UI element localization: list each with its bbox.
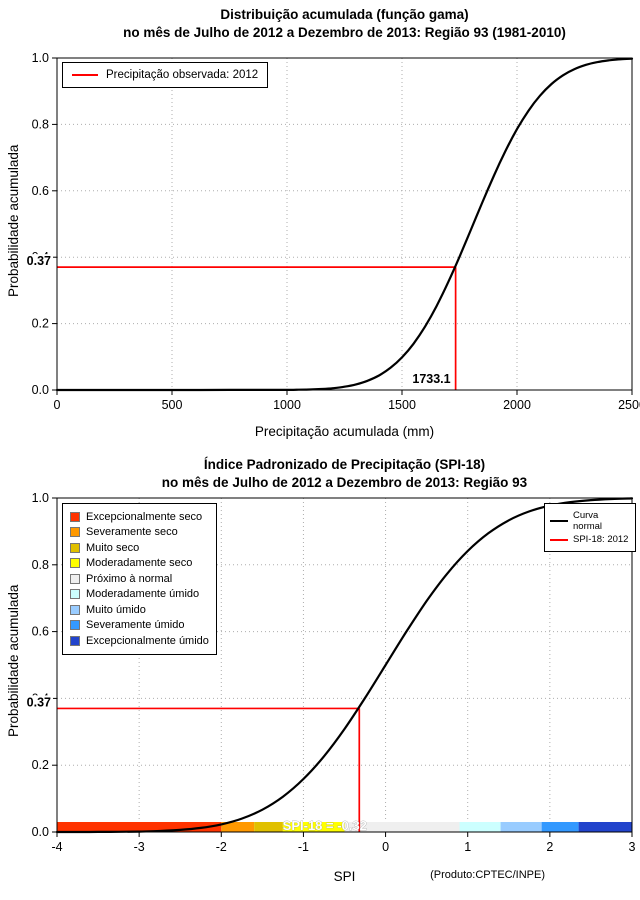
cdf-curve — [55, 497, 634, 834]
colorbar-segment — [254, 822, 283, 832]
category-label: Muito úmido — [86, 603, 146, 616]
cdf-curve — [55, 57, 634, 392]
plot-frame — [56, 57, 633, 391]
y-tick-label: 0.0 — [32, 383, 49, 397]
legend-item-severely-wet: Severamente úmido — [70, 618, 209, 634]
chart1-subtitle: no mês de Julho de 2012 a Dezembro de 20… — [123, 25, 566, 40]
x-tick-label: 0 — [54, 398, 61, 412]
chart2-curves-legend: Curva normal SPI-18: 2012 — [544, 503, 636, 552]
legend-label: SPI-18: 2012 — [573, 534, 629, 545]
colorbar-segment — [344, 822, 460, 832]
category-label: Moderadamente seco — [86, 557, 193, 570]
marker-y-label-backing — [17, 695, 53, 709]
y-tick-label: 1.0 — [32, 491, 49, 505]
category-label: Muito seco — [86, 541, 140, 554]
marker-x-label: 1733.1 — [412, 372, 450, 386]
chart2-title: Índice Padronizado de Precipitação (SPI-… — [203, 457, 486, 472]
category-swatch-icon — [70, 604, 80, 615]
colorbar-segment — [221, 822, 255, 832]
chart2-subtitle: no mês de Julho de 2012 a Dezembro de 20… — [161, 475, 528, 490]
black-line-sample-icon — [550, 520, 568, 522]
x-tick-label: 2000 — [503, 398, 531, 412]
category-swatch-icon — [70, 573, 80, 584]
x-tick-label: 500 — [162, 398, 183, 412]
x-tick-label: 2 — [546, 840, 553, 854]
colorbar-segment — [459, 822, 501, 832]
chart1-legend: Precipitação observada: 2012 — [62, 62, 269, 88]
category-swatch-icon — [70, 527, 80, 538]
legend-item-exceptionally-wet: Excepcionalmente úmido — [70, 633, 209, 649]
legend-item-normal-curve: Curva normal — [550, 510, 630, 532]
y-tick-label: 0.8 — [32, 558, 49, 572]
legend-item-spi-2012: SPI-18: 2012 — [550, 534, 630, 545]
legend-label: Curva normal — [573, 510, 603, 532]
legend-item-severely-dry: Severamente seco — [70, 525, 209, 541]
marker-y-label-backing — [17, 254, 53, 268]
spi-bar-label: SPI-18 = -0.32 — [283, 818, 367, 833]
x-tick-label: 3 — [629, 840, 636, 854]
legend-item-observed-precipitation: Precipitação observada: 2012 — [72, 69, 258, 81]
y-tick-label: 0.6 — [32, 184, 49, 198]
colorbar-segment — [282, 822, 345, 832]
category-swatch-icon — [70, 558, 80, 569]
spi-categories-legend: Excepcionalmente seco Severamente seco M… — [62, 503, 217, 655]
legend-label: Precipitação observada: 2012 — [106, 69, 259, 81]
legend-item-moderately-wet: Moderadamente úmido — [70, 587, 209, 603]
legend-item-near-normal: Próximo à normal — [70, 571, 209, 587]
precipitation-cdf-chart: 050010001500200025000.00.20.40.60.81.00.… — [17, 51, 640, 412]
marker-y-label: 0.37 — [27, 254, 51, 268]
y-tick-label: 0.8 — [32, 117, 49, 131]
category-label: Severamente seco — [86, 526, 178, 539]
chart2-x-axis-label: SPI — [333, 869, 356, 884]
y-tick-label: 1.0 — [32, 51, 49, 65]
category-swatch-icon — [70, 542, 80, 553]
marker-y-label: 0.37 — [27, 695, 51, 709]
product-credit: (Produto:CPTEC/INPE) — [430, 869, 545, 881]
x-tick-label: -3 — [134, 840, 145, 854]
category-label: Excepcionalmente úmido — [86, 634, 209, 647]
legend-item-very-dry: Muito seco — [70, 540, 209, 556]
x-tick-label: 1500 — [388, 398, 416, 412]
red-line-sample-icon — [72, 74, 98, 76]
colorbar-segment — [57, 822, 222, 832]
red-line-sample-icon — [550, 538, 568, 541]
chart1-title: Distribuição acumulada (função gama) — [220, 7, 469, 22]
category-label: Excepcionalmente seco — [86, 510, 203, 523]
colorbar-segment — [500, 822, 542, 832]
y-tick-label: 0.2 — [32, 758, 49, 772]
colorbar-segment — [541, 822, 579, 832]
category-label: Severamente úmido — [86, 619, 185, 632]
category-label: Próximo à normal — [86, 572, 173, 585]
category-swatch-icon — [70, 635, 80, 646]
x-tick-label: 1 — [464, 840, 471, 854]
y-tick-label: 0.0 — [32, 825, 49, 839]
category-label: Moderadamente úmido — [86, 588, 200, 601]
category-swatch-icon — [70, 511, 80, 522]
legend-item-exceptionally-dry: Excepcionalmente seco — [70, 509, 209, 525]
colorbar-segment — [578, 822, 632, 832]
x-tick-label: -1 — [298, 840, 309, 854]
legend-item-moderately-dry: Moderadamente seco — [70, 556, 209, 572]
y-tick-label: 0.6 — [32, 625, 49, 639]
chart2-y-axis-label: Probabilidade acumulada — [6, 584, 21, 737]
x-tick-label: -4 — [51, 840, 62, 854]
x-tick-label: -2 — [216, 840, 227, 854]
chart1-x-axis-label: Precipitação acumulada (mm) — [254, 424, 435, 439]
y-tick-label: 0.2 — [32, 317, 49, 331]
category-swatch-icon — [70, 620, 80, 631]
x-tick-label: 1000 — [273, 398, 301, 412]
spi-cdf-chart: -4-3-2-101230.00.20.40.60.81.00.37SPI-18… — [17, 491, 636, 854]
plot-frame — [56, 497, 633, 833]
legend-item-very-wet: Muito úmido — [70, 602, 209, 618]
chart1-y-axis-label: Probabilidade acumulada — [6, 144, 21, 297]
x-tick-label: 0 — [382, 840, 389, 854]
category-swatch-icon — [70, 589, 80, 600]
